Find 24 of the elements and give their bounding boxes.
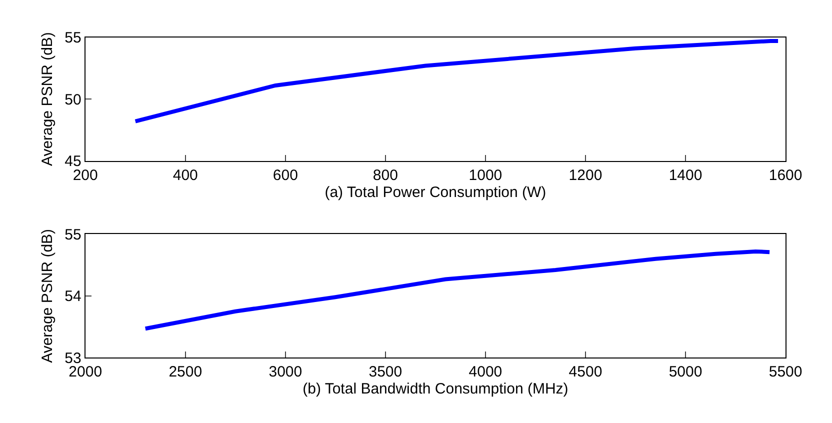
y-tick-label: 50 (64, 91, 82, 108)
x-tick-label: 1400 (668, 166, 702, 184)
line-series (143, 249, 772, 331)
y-tick-label: 54 (64, 288, 82, 306)
y-axis-title: Average PSNR (dB) (38, 228, 56, 363)
x-tick-label: 1000 (468, 166, 502, 184)
y-axis-title: Average PSNR (dB) (38, 32, 56, 166)
x-tick-label: 1600 (768, 166, 802, 184)
x-tick-label: 600 (272, 166, 298, 184)
x-tick-label: 4000 (468, 364, 502, 381)
x-tick-label: 3000 (268, 364, 302, 381)
x-tick-label: 3500 (368, 364, 402, 381)
y-tick-label: 55 (64, 226, 82, 244)
x-tick-label: 1200 (568, 166, 602, 184)
x-tick-label: 4500 (568, 364, 602, 381)
x-axis-title: (a) Total Power Consumption (W) (324, 184, 546, 201)
x-tick-label: 2500 (168, 364, 202, 381)
x-axis-title: (b) Total Bandwidth Consumption (MHz) (302, 380, 568, 398)
y-tick-label: 55 (64, 30, 82, 47)
x-tick-label: 400 (172, 166, 198, 184)
x-tick-label: 5000 (668, 364, 702, 381)
x-tick-label: 5500 (768, 364, 802, 381)
line-series (133, 39, 780, 124)
x-tick-label: 800 (372, 166, 398, 184)
